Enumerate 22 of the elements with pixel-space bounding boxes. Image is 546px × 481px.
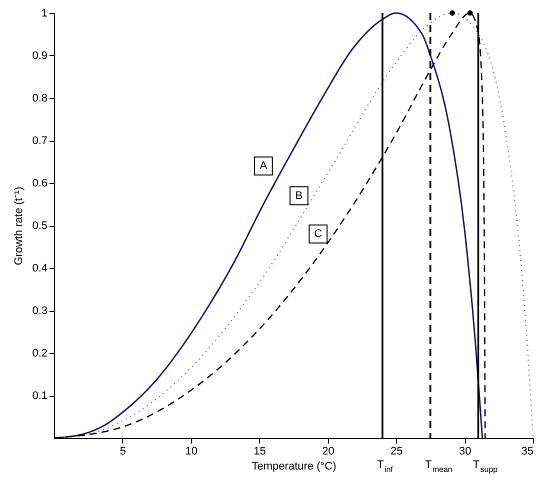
y-tick-label: 0.4 [32,262,48,274]
y-tick-label: 0.6 [32,178,48,190]
y-tick-label: 0.2 [32,348,48,360]
annotation: A [260,160,268,172]
x-tick-label: 5 [120,446,126,458]
x-tick-label: 35 [521,446,534,458]
y-tick-label: 0.3 [32,305,48,317]
annotation: B [295,190,303,202]
y-tick-label: 0.1 [32,390,48,402]
y-tick-label: 1 [41,8,48,20]
x-tick-label: 25 [390,446,403,458]
x-tick-label: 30 [458,446,472,458]
x-tick-label: 15 [254,446,266,458]
y-axis-title: Growth rate (t⁻¹) [13,186,26,266]
y-tick-label: 0.8 [32,92,48,104]
y-tick-label: 0.9 [32,50,48,62]
annotation: C [314,228,322,240]
x-axis-title: Temperature (°C) [252,460,336,472]
y-tick-label: 0.7 [32,135,48,147]
x-tick-label: 20 [322,446,334,458]
y-tick-label: 0.5 [32,220,48,232]
x-tick-label: 10 [185,446,198,458]
